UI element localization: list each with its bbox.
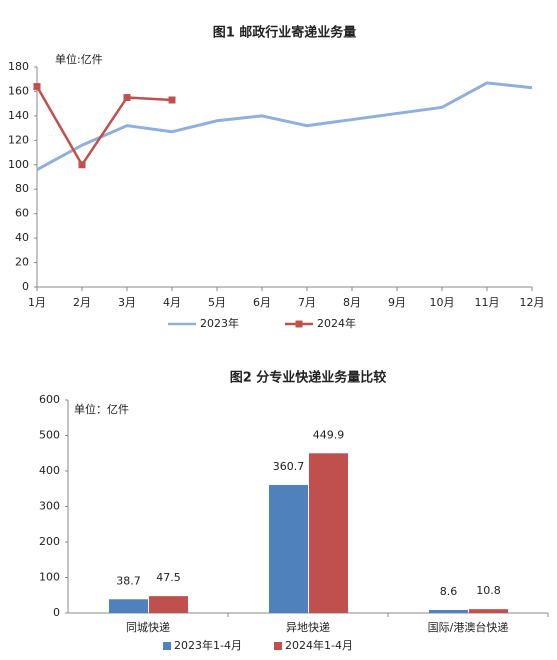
y-tick-label: 600	[39, 393, 60, 406]
legend-swatch	[163, 642, 171, 650]
bar	[429, 609, 468, 613]
x-tick-label: 5月	[208, 296, 226, 309]
y-tick-label: 500	[39, 429, 60, 442]
bar	[309, 453, 348, 613]
y-tick-label: 100	[8, 158, 29, 171]
unit-label: 单位：亿件	[74, 402, 129, 416]
data-label: 38.7	[116, 574, 141, 587]
data-label: 47.5	[156, 571, 181, 584]
x-tick-label: 国际/港澳台快递	[428, 620, 509, 634]
point	[33, 83, 41, 91]
data-label: 449.9	[313, 428, 345, 441]
y-tick-label: 180	[8, 60, 29, 73]
point	[168, 96, 176, 104]
bar	[149, 596, 188, 613]
bar	[269, 484, 308, 613]
x-tick-label: 4月	[163, 296, 181, 309]
bar	[469, 609, 508, 613]
legend-label: 2023年1-4月	[174, 638, 242, 652]
series-line	[35, 85, 173, 168]
y-tick-label: 120	[8, 133, 29, 146]
y-tick-label: 0	[53, 606, 60, 619]
x-tick-label: 6月	[253, 296, 271, 309]
x-tick-label: 1月	[28, 296, 46, 309]
y-tick-label: 100	[39, 571, 60, 584]
x-tick-label: 3月	[118, 296, 136, 309]
y-tick-label: 40	[15, 231, 29, 244]
x-tick-label: 12月	[520, 296, 545, 309]
x-tick-label: 11月	[475, 296, 500, 309]
y-tick-label: 160	[8, 84, 29, 97]
y-tick-label: 60	[15, 207, 29, 220]
bar	[109, 599, 148, 613]
x-tick-label: 异地快递	[286, 620, 330, 634]
x-tick-label: 同城快递	[126, 620, 170, 634]
legend-swatch	[295, 320, 303, 328]
x-tick-label: 8月	[343, 296, 361, 309]
y-tick-label: 400	[39, 464, 60, 477]
data-label: 10.8	[476, 584, 501, 597]
legend-label: 2024年	[317, 316, 356, 330]
legend-swatch	[274, 642, 282, 650]
point	[123, 94, 131, 102]
y-tick-label: 0	[22, 280, 29, 293]
x-tick-label: 7月	[298, 296, 316, 309]
y-tick-label: 80	[15, 182, 29, 195]
y-tick-label: 140	[8, 109, 29, 122]
x-tick-label: 9月	[388, 296, 406, 309]
legend-label: 2023年	[200, 316, 239, 330]
x-tick-label: 10月	[430, 296, 455, 309]
y-tick-label: 200	[39, 535, 60, 548]
y-tick-label: 300	[39, 500, 60, 513]
legend-label: 2024年1-4月	[285, 638, 353, 652]
series-line	[36, 81, 533, 171]
data-label: 360.7	[273, 460, 305, 473]
y-tick-label: 20	[15, 256, 29, 269]
x-tick-label: 2月	[73, 296, 91, 309]
unit-label: 单位:亿件	[55, 52, 103, 66]
chart-title: 图1 邮政行业寄递业务量	[213, 25, 357, 41]
data-label: 8.6	[440, 585, 458, 598]
chart-title: 图2 分专业快递业务量比较	[230, 370, 387, 386]
point	[78, 161, 86, 169]
